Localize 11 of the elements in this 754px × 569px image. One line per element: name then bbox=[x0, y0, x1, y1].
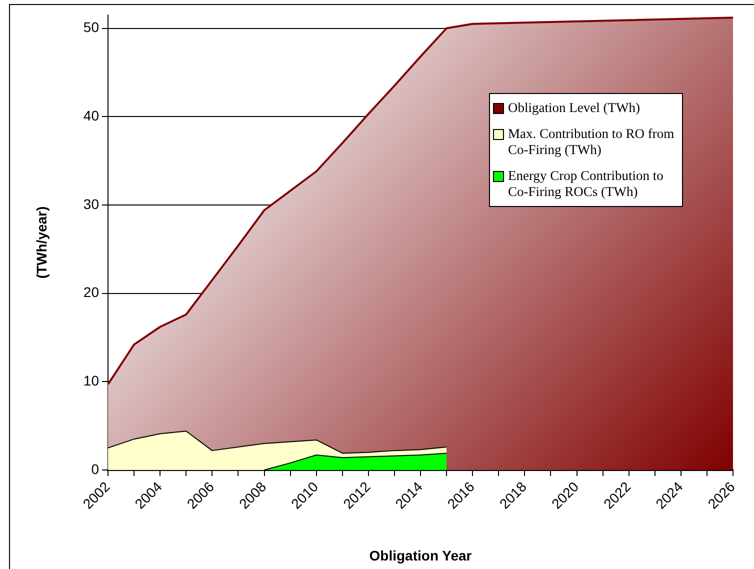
y-tick-label: 50 bbox=[83, 19, 100, 36]
legend-label: Energy Crop Contribution to Co-Firing ROCs (TWh) bbox=[508, 168, 664, 200]
y-tick-label: 20 bbox=[83, 284, 100, 300]
legend-label: Max. Contribution to RO from Co-Firing (TWh) bbox=[508, 126, 676, 158]
y-axis-title: (TWh/year) bbox=[33, 206, 50, 279]
y-tick-label: 10 bbox=[83, 372, 100, 389]
y-tick-label: 40 bbox=[83, 107, 100, 124]
x-axis-title: Obligation Year bbox=[369, 547, 472, 564]
legend-label: Obligation Level (TWh) bbox=[508, 100, 640, 116]
y-tick-label: 30 bbox=[83, 196, 100, 212]
y-tick-label: 0 bbox=[91, 460, 100, 477]
